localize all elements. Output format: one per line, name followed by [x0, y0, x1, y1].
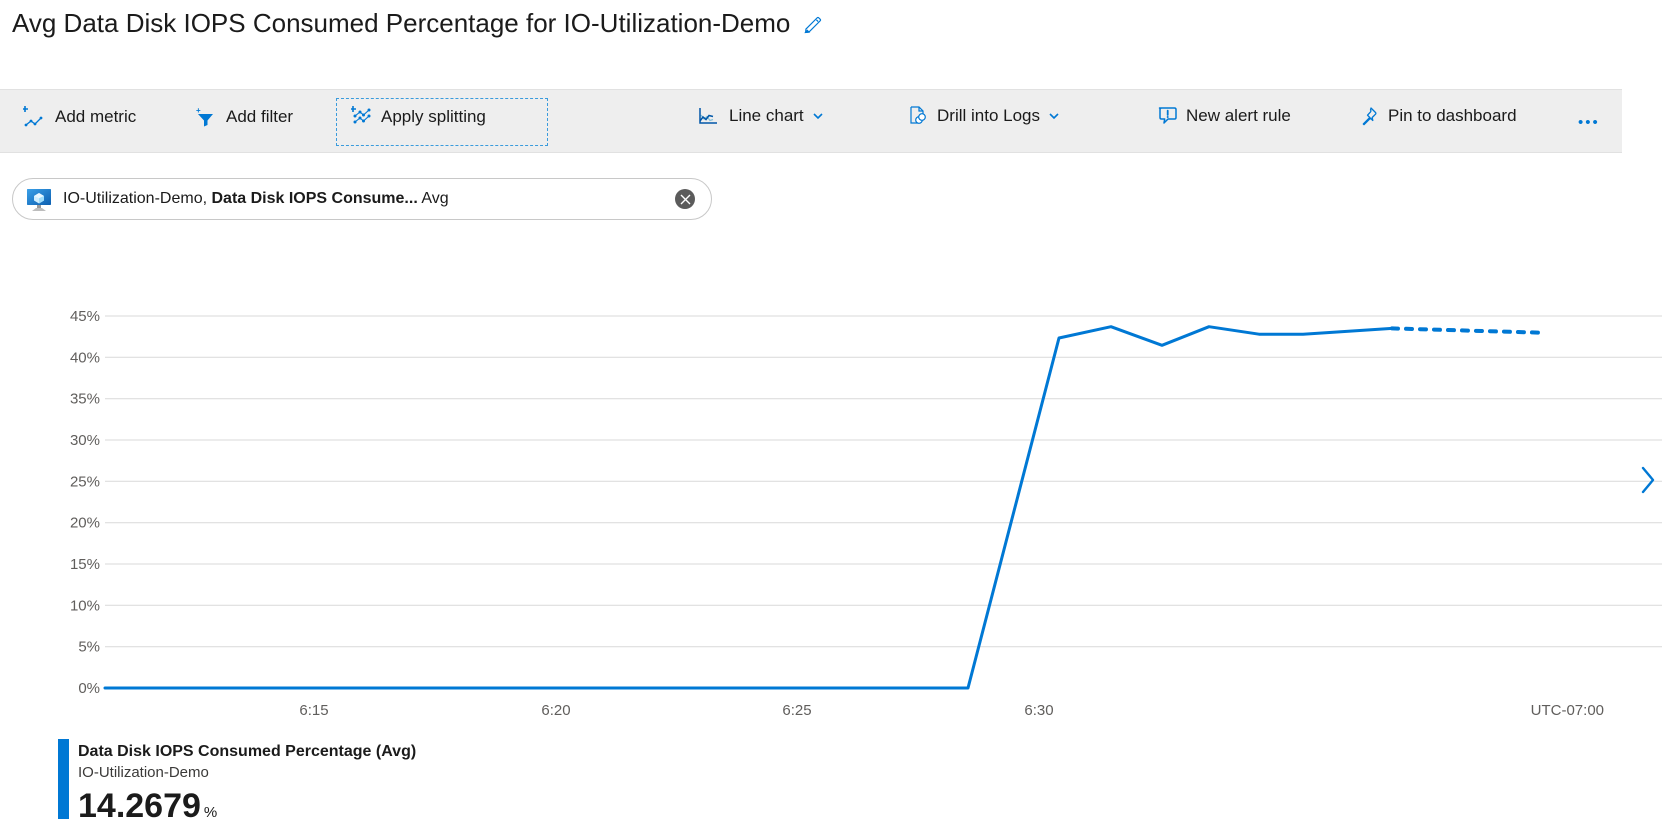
- svg-text:6:20: 6:20: [541, 702, 570, 719]
- svg-text:6:25: 6:25: [782, 702, 811, 719]
- svg-text:0%: 0%: [78, 680, 100, 697]
- svg-text:20%: 20%: [70, 515, 100, 532]
- svg-text:30%: 30%: [70, 432, 100, 449]
- svg-text:UTC-07:00: UTC-07:00: [1531, 702, 1604, 719]
- svg-text:25%: 25%: [70, 473, 100, 490]
- svg-text:35%: 35%: [70, 391, 100, 408]
- svg-text:10%: 10%: [70, 597, 100, 614]
- svg-text:5%: 5%: [78, 639, 100, 656]
- svg-text:6:30: 6:30: [1024, 702, 1053, 719]
- svg-text:+: +: [196, 106, 201, 115]
- svg-text:40%: 40%: [70, 349, 100, 366]
- svg-text:15%: 15%: [70, 556, 100, 573]
- svg-text:45%: 45%: [70, 308, 100, 325]
- svg-text:6:15: 6:15: [299, 702, 328, 719]
